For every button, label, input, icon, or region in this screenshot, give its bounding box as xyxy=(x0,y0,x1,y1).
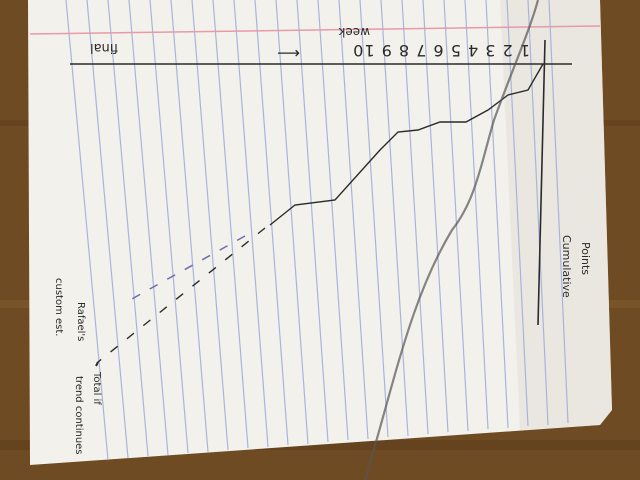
y-axis xyxy=(537,39,546,326)
projection-line-trend xyxy=(97,227,266,363)
cable xyxy=(363,0,540,480)
y-axis-caption-1: Cumulative xyxy=(560,235,573,298)
notebook-paper xyxy=(28,0,612,465)
margin-line xyxy=(29,25,601,35)
projection-line-custom xyxy=(129,235,246,301)
y-axis-caption-2: Points xyxy=(579,242,592,275)
ruled-lines xyxy=(65,0,569,461)
cumulative-points-line xyxy=(269,63,544,226)
projection-custom-label-2: custom est. xyxy=(53,278,64,336)
projection-trend-label-1: Total if xyxy=(91,371,102,405)
projection-trend-label-2: trend continues xyxy=(73,376,84,455)
label-pointer xyxy=(95,361,99,367)
wood-grain-3 xyxy=(0,440,640,450)
x-axis-caption: week xyxy=(338,25,370,39)
projection-custom-label-1: Rafael's xyxy=(75,302,86,341)
x-axis-numbers: 1 2 3 4 5 6 7 8 9 10 xyxy=(352,41,530,60)
x-axis-arrow: ⟵ xyxy=(277,44,300,63)
final-label: final xyxy=(90,40,118,55)
paper-shadow xyxy=(500,0,612,430)
